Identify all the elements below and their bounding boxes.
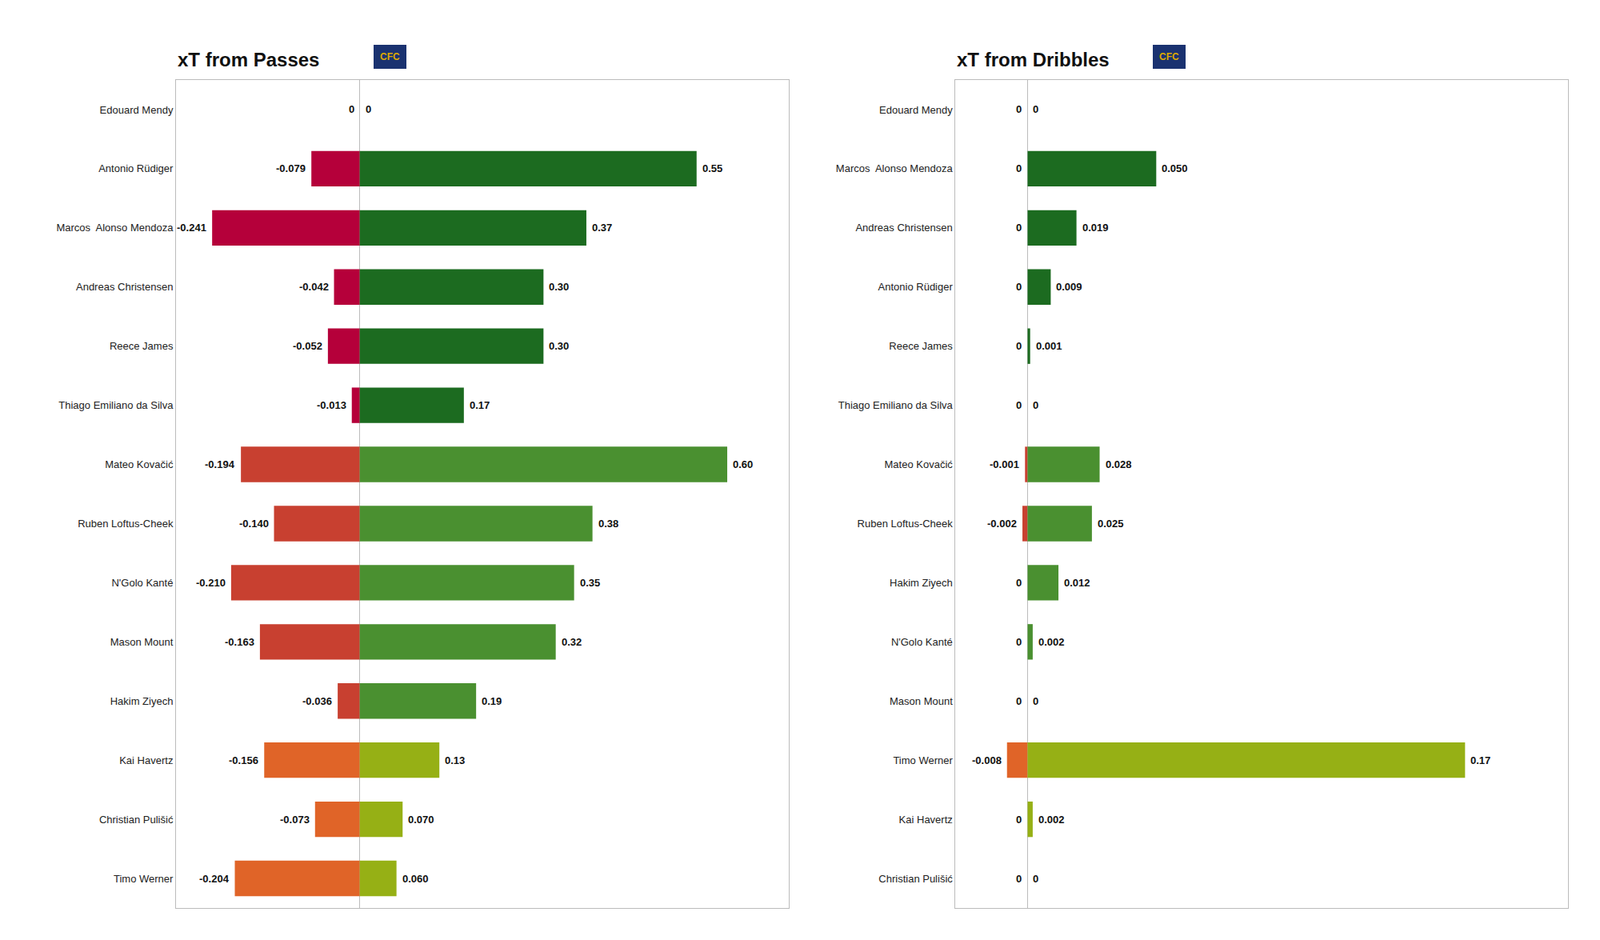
svg-text:-0.163: -0.163 [224,636,255,648]
svg-text:Andreas Christensen: Andreas Christensen [76,280,173,293]
svg-text:Hakim Ziyech: Hakim Ziyech [110,695,174,708]
svg-text:xT from Dribbles: xT from Dribbles [956,48,1110,71]
svg-text:Thiago Emiliano da Silva: Thiago Emiliano da Silva [838,399,954,412]
svg-text:0.050: 0.050 [1161,162,1188,175]
svg-text:0: 0 [1016,695,1022,708]
svg-text:0: 0 [348,103,355,116]
svg-text:-0.052: -0.052 [292,340,323,352]
svg-text:0: 0 [1016,340,1022,352]
svg-text:0.025: 0.025 [1097,517,1124,530]
svg-text:0.028: 0.028 [1105,458,1132,471]
svg-text:-0.042: -0.042 [299,280,329,293]
svg-text:0: 0 [1032,695,1039,708]
svg-text:Mason Mount: Mason Mount [110,636,174,648]
svg-text:0: 0 [1016,813,1022,826]
svg-text:Edouard Mendy: Edouard Mendy [879,104,953,116]
svg-text:Ruben Loftus-Cheek: Ruben Loftus-Cheek [857,517,954,530]
svg-text:0.13: 0.13 [444,754,465,767]
svg-text:0: 0 [365,103,372,116]
svg-text:0.19: 0.19 [481,695,502,708]
svg-text:-0.073: -0.073 [280,813,310,826]
svg-text:0.37: 0.37 [592,221,612,234]
svg-text:0.60: 0.60 [732,458,753,471]
svg-text:Thiago Emiliano da Silva: Thiago Emiliano da Silva [58,399,174,412]
svg-text:-0.210: -0.210 [196,576,226,589]
svg-text:0.30: 0.30 [548,340,569,352]
svg-text:0.019: 0.019 [1082,221,1109,234]
svg-text:0: 0 [1032,399,1039,412]
svg-text:Kai Havertz: Kai Havertz [119,754,173,767]
svg-text:Edouard Mendy: Edouard Mendy [100,104,174,116]
svg-text:0.17: 0.17 [469,399,490,412]
svg-text:-0.079: -0.079 [276,162,306,175]
svg-text:Mateo Kovačić: Mateo Kovačić [104,458,174,471]
svg-text:0: 0 [1016,162,1022,175]
svg-text:CFC: CFC [1159,51,1180,63]
svg-text:0.35: 0.35 [580,576,600,589]
svg-text:0.002: 0.002 [1038,636,1065,648]
svg-text:CFC: CFC [380,51,400,63]
svg-text:0.060: 0.060 [402,872,429,885]
svg-text:0: 0 [1016,872,1022,885]
svg-text:0.001: 0.001 [1036,340,1063,352]
svg-text:-0.204: -0.204 [199,872,230,885]
svg-text:0.30: 0.30 [548,280,569,293]
svg-text:0: 0 [1016,221,1022,234]
svg-text:Reece James: Reece James [888,340,953,352]
svg-text:-0.008: -0.008 [972,754,1002,767]
svg-text:0: 0 [1032,103,1039,116]
svg-text:0.17: 0.17 [1470,754,1491,767]
svg-text:-0.140: -0.140 [239,517,269,530]
svg-text:xT from Passes: xT from Passes [177,48,320,71]
svg-text:Christian Pulišić: Christian Pulišić [878,872,953,885]
svg-text:Ruben Loftus-Cheek: Ruben Loftus-Cheek [77,517,174,530]
svg-text:-0.002: -0.002 [987,517,1017,530]
svg-text:-0.036: -0.036 [302,695,332,708]
svg-text:0.32: 0.32 [561,636,582,648]
svg-text:Antonio Rüdiger: Antonio Rüdiger [878,280,954,293]
svg-text:0.38: 0.38 [598,517,619,530]
svg-text:Hakim Ziyech: Hakim Ziyech [889,576,953,589]
svg-text:Mason Mount: Mason Mount [889,695,953,708]
svg-text:-0.013: -0.013 [316,399,347,412]
svg-text:Timo Werner: Timo Werner [892,754,953,767]
svg-text:0.002: 0.002 [1038,813,1065,826]
svg-text:0.070: 0.070 [408,813,435,826]
svg-text:0: 0 [1032,872,1039,885]
svg-text:Timo Werner: Timo Werner [113,872,174,885]
svg-text:-0.241: -0.241 [176,221,207,234]
svg-text:0.012: 0.012 [1064,576,1091,589]
svg-text:Andreas Christensen: Andreas Christensen [855,221,952,234]
svg-text:0.55: 0.55 [702,162,723,175]
svg-text:0.009: 0.009 [1056,280,1083,293]
svg-text:-0.001: -0.001 [989,458,1020,471]
svg-text:0: 0 [1016,103,1022,116]
svg-text:-0.156: -0.156 [228,754,259,767]
svg-text:N'Golo Kanté: N'Golo Kanté [891,636,953,648]
svg-text:Antonio Rüdiger: Antonio Rüdiger [98,162,174,175]
svg-text:0: 0 [1016,399,1022,412]
svg-text:Marcos Alonso Mendoza: Marcos Alonso Mendoza [836,162,954,175]
svg-text:-0.194: -0.194 [204,458,236,471]
svg-text:Christian Pulišić: Christian Pulišić [99,813,174,826]
svg-text:0: 0 [1016,636,1022,648]
svg-text:Kai Havertz: Kai Havertz [899,813,953,826]
svg-text:N'Golo Kanté: N'Golo Kanté [111,576,173,589]
svg-text:Mateo Kovačić: Mateo Kovačić [884,458,954,471]
svg-text:0: 0 [1016,576,1022,589]
svg-text:0: 0 [1016,280,1022,293]
svg-text:Reece James: Reece James [109,340,174,352]
svg-text:Marcos Alonso Mendoza: Marcos Alonso Mendoza [56,221,174,234]
